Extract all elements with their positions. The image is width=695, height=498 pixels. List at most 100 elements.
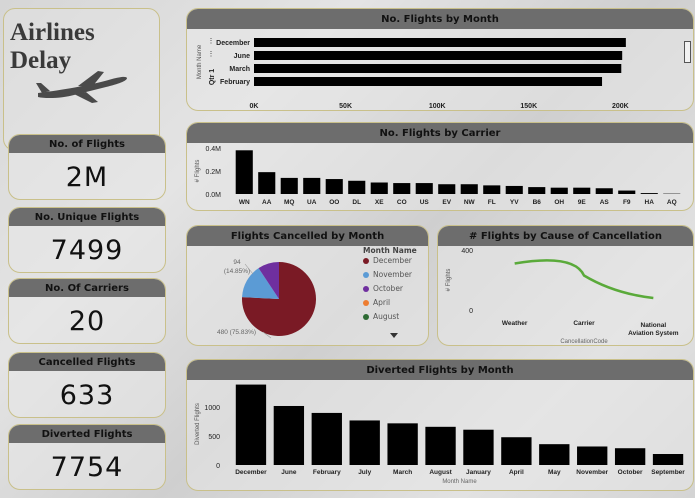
bar	[303, 177, 321, 194]
scrollbar[interactable]	[684, 41, 691, 63]
kpi-card-flights: No. of Flights 2M	[8, 134, 166, 200]
group-label: Qtr 1	[209, 69, 216, 85]
chart-title: No. Flights by Month	[187, 9, 693, 29]
slice-label: (14.85%)	[224, 268, 250, 275]
category-label: EV	[442, 199, 451, 206]
bar	[254, 77, 603, 86]
bar	[254, 38, 626, 47]
legend-item[interactable]: December	[363, 256, 412, 265]
category-label: YV	[510, 199, 519, 206]
pie-slice	[242, 268, 279, 299]
expand-icon: ⋮	[208, 38, 215, 45]
bar	[393, 183, 411, 194]
bar	[438, 184, 456, 194]
chart-card-month: No. Flights by Month Month Name Qtr 1 Dece…	[186, 8, 694, 111]
bar	[348, 180, 366, 194]
kpi-title: Diverted Flights	[9, 425, 165, 443]
expand-icon: ⋮	[208, 51, 215, 58]
y-tick-label: 500	[208, 434, 220, 441]
x-axis-label: Month Name	[442, 479, 477, 485]
y-tick-label: 0	[216, 463, 220, 470]
series-line	[514, 259, 654, 300]
category-label: AS	[600, 199, 610, 206]
legend-item[interactable]: November	[363, 270, 412, 279]
bar	[254, 64, 622, 73]
app-title: Airlines Delay	[10, 19, 95, 74]
bar	[652, 454, 684, 465]
kpi-value: 7754	[50, 451, 124, 483]
y-tick-label: 0.4M	[205, 146, 221, 153]
bar	[273, 405, 305, 465]
legend-item[interactable]: August	[363, 312, 399, 321]
category-label: Carrier	[573, 320, 595, 327]
kpi-title: No. of Flights	[9, 135, 165, 153]
y-tick-label: 400	[461, 248, 473, 255]
category-label: February	[220, 79, 250, 86]
kpi-card-cancelled: Cancelled Flights 633	[8, 352, 166, 418]
kpi-value: 20	[68, 305, 106, 337]
bar	[505, 185, 523, 194]
bar	[528, 187, 546, 194]
title-card: Airlines Delay	[3, 8, 160, 151]
bar	[539, 444, 570, 465]
category-label: January	[466, 469, 491, 476]
chart-card-cancelled: Flights Cancelled by Month 480 (75.83%) 9…	[186, 225, 429, 346]
y-axis-label: # Flights	[195, 160, 201, 183]
category-label: 9E	[578, 199, 587, 206]
carrier-bar-chart: # Flights 0.0M 0.2M 0.4M WN AA MQ UA OO DL XE CO US E…	[195, 146, 681, 206]
category-label: MQ	[284, 199, 294, 206]
x-tick-label: 0K	[250, 103, 259, 110]
category-label: AA	[262, 199, 272, 206]
bar	[501, 437, 532, 465]
y-axis-label: # Flights	[446, 269, 452, 292]
leader-line	[262, 331, 272, 339]
bar	[349, 420, 380, 465]
category-label: OH	[554, 199, 564, 206]
airplane-icon	[36, 71, 127, 103]
legend-scroll-down-icon[interactable]	[390, 333, 398, 338]
chart-title: No. Flights by Carrier	[187, 123, 693, 143]
category-label: October	[618, 469, 643, 476]
category-label: March	[393, 469, 412, 476]
legend-label: April	[373, 298, 391, 307]
category-label: July	[358, 469, 371, 476]
y-tick-label: 0	[469, 308, 473, 315]
month-bar-chart: Month Name Qtr 1 December June March February…	[197, 38, 629, 110]
kpi-card-carriers: No. Of Carriers 20	[8, 278, 166, 344]
legend-item[interactable]: April	[363, 298, 390, 307]
bar	[573, 187, 591, 194]
slice-label: 94	[233, 259, 241, 266]
kpi-title: No. Of Carriers	[9, 279, 165, 297]
kpi-value: 2M	[65, 161, 109, 193]
category-label: FL	[488, 199, 496, 206]
y-axis-label: Month Name	[197, 44, 203, 79]
category-label: US	[420, 199, 430, 206]
bar	[640, 193, 658, 194]
legend-label: December	[373, 256, 412, 265]
kpi-title: Cancelled Flights	[9, 353, 165, 371]
cancelled-pie-chart: 480 (75.83%) 94 (14.85%)	[217, 259, 316, 339]
chart-title: Flights Cancelled by Month	[187, 226, 428, 246]
category-label: November	[576, 469, 608, 476]
category-label: OO	[329, 199, 339, 206]
category-label: June	[281, 469, 297, 476]
x-tick-label: 100K	[429, 103, 446, 110]
category-label: Weather	[502, 320, 528, 327]
legend-item[interactable]: October	[363, 284, 403, 293]
x-tick-label: 50K	[339, 103, 352, 110]
x-tick-label: 150K	[520, 103, 537, 110]
category-label: DL	[352, 199, 361, 206]
bar	[550, 187, 568, 194]
kpi-card-unique-flights: No. Unique Flights 7499	[8, 207, 166, 273]
category-label: NW	[464, 199, 476, 206]
chart-title: Diverted Flights by Month	[187, 360, 693, 380]
legend-label: November	[373, 270, 413, 279]
bar	[415, 183, 433, 194]
chart-title: # Flights by Cause of Cancellation	[438, 226, 693, 246]
bar	[258, 172, 276, 194]
x-tick-label: 200K	[612, 103, 629, 110]
legend-swatch	[363, 271, 369, 278]
kpi-title: No. Unique Flights	[9, 208, 165, 226]
category-label: February	[313, 469, 341, 476]
kpi-value: 633	[59, 379, 115, 411]
